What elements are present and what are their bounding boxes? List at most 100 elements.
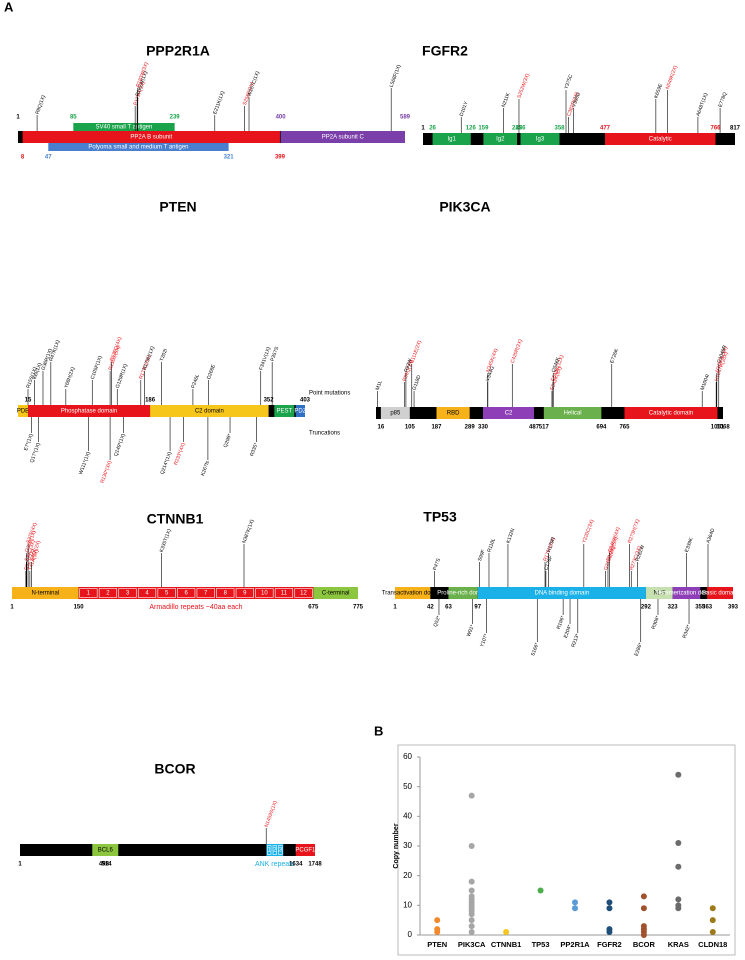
protein-title: CTNNB1 — [147, 511, 204, 527]
repeat — [137, 588, 157, 598]
position-label: 1051 — [711, 425, 725, 431]
position-label: 352 — [264, 398, 275, 404]
mutation-label: R173H(1X) — [142, 345, 156, 371]
domain-label: SV40 small T antigen — [96, 125, 153, 131]
repeat-label: 2 — [106, 591, 110, 597]
protein-title: TP53 — [423, 509, 457, 525]
panel-label: A — [4, 0, 14, 14]
mutation-label: R8Q(1X) — [35, 94, 47, 115]
position-label: 85 — [70, 115, 77, 121]
position-label: 186 — [145, 398, 156, 404]
protein-title: PTEN — [159, 199, 196, 215]
domain-label: PDZ — [294, 409, 306, 415]
point — [468, 792, 475, 799]
domain — [645, 587, 673, 599]
position-label: 514 — [102, 862, 113, 868]
point — [709, 929, 716, 936]
mutation-label: T202I — [159, 348, 169, 362]
domain — [27, 405, 151, 417]
protein-title: BCOR — [154, 761, 195, 777]
point — [606, 929, 613, 936]
position-label: 1748 — [308, 862, 322, 868]
repeat-label: 8 — [224, 591, 228, 597]
x-tick-label: PTEN — [427, 940, 447, 949]
domain-label: PEST — [276, 409, 292, 415]
mutation-label: L568F(1X) — [389, 64, 403, 89]
mutation-label: R233*(4X) — [173, 442, 187, 466]
mutation-label: V395D — [571, 91, 582, 108]
domain — [707, 587, 733, 599]
mutation-label: P246L — [190, 373, 201, 389]
domain-label: DNA binding domain — [534, 591, 589, 597]
mutation-label: S99F — [477, 549, 487, 562]
repeat — [294, 588, 313, 598]
position-label: 256 — [515, 126, 526, 132]
position-label: 126 — [466, 126, 477, 132]
mutation-label: R130*(3X) — [100, 460, 114, 484]
position-label: 363 — [702, 605, 713, 611]
protein-title: FGFR2 — [422, 43, 468, 59]
mutation-label: Y220C(3X) — [581, 519, 595, 545]
point — [606, 905, 613, 912]
mutation-label: S252W(3X) — [516, 72, 531, 99]
mutation-label: E204* — [563, 624, 573, 639]
mutation-label: S166* — [530, 642, 540, 657]
x-tick-label: CTNNB1 — [491, 940, 521, 949]
domain — [395, 587, 431, 599]
domain-label: RBD — [447, 411, 460, 417]
mutation-label: M1L — [375, 380, 384, 391]
position-label: 292 — [641, 605, 652, 611]
position-label: 63 — [445, 605, 452, 611]
mutation-label: K6I(1X) — [32, 362, 44, 380]
domain-label: N-terminal — [31, 591, 59, 597]
position-label: 47 — [45, 155, 52, 161]
x-tick-label: CLDN18 — [698, 940, 727, 949]
mutation-label: P357S — [270, 345, 281, 362]
point — [640, 893, 647, 900]
side-label: Truncations — [309, 431, 340, 437]
position-label: 589 — [400, 115, 411, 121]
position-label: 517 — [539, 425, 550, 431]
mutation-label: E726K — [609, 347, 620, 364]
repeat-label: 7 — [204, 591, 208, 597]
position-label: 239 — [170, 115, 181, 121]
position-label: 1 — [16, 115, 20, 121]
mutation-label: K659E — [653, 82, 664, 99]
x-tick-label: PIK3CA — [458, 940, 486, 949]
domain — [520, 133, 560, 145]
mutation-label: N211K — [501, 91, 512, 108]
point — [675, 863, 682, 870]
mutation-label: G129R(1X) — [115, 363, 129, 389]
position-label: 1068 — [716, 425, 730, 431]
domain-label: Ig3 — [536, 137, 545, 143]
point — [640, 905, 647, 912]
protein-title: PPP2R1A — [146, 43, 210, 59]
domain — [482, 407, 535, 419]
mutation-label: Q298* — [223, 433, 234, 448]
position-label: 105 — [405, 425, 416, 431]
repeat — [216, 588, 235, 598]
mutation-label: Q149*(1X) — [113, 433, 127, 458]
mutation-label: Y68H(2X) — [63, 366, 76, 389]
x-tick-label: FGFR2 — [597, 940, 622, 949]
domain-label: PP2A B subunit — [130, 135, 172, 141]
protein-title: PIK3CA — [439, 199, 490, 215]
mutation-label: K111E(2X) — [409, 339, 423, 364]
repeat — [118, 588, 137, 598]
domain — [92, 844, 119, 856]
domain — [483, 133, 518, 145]
mutation-label: D101Y — [459, 100, 470, 117]
repeat — [278, 845, 283, 855]
y-tick-label: 30 — [403, 841, 412, 850]
repeat — [196, 588, 215, 598]
mutation-label: R93W — [403, 358, 413, 373]
domain-label: BCL6 — [98, 848, 114, 854]
position-label: 187 — [431, 425, 442, 431]
mutation-label: V344G — [485, 365, 496, 382]
mutation-label: G118D — [412, 374, 423, 391]
domain-label: Catalytic — [649, 137, 672, 143]
domain-label: C-terminal — [322, 591, 350, 597]
x-tick-label: KRAS — [668, 940, 689, 949]
position-label: 323 — [668, 605, 679, 611]
